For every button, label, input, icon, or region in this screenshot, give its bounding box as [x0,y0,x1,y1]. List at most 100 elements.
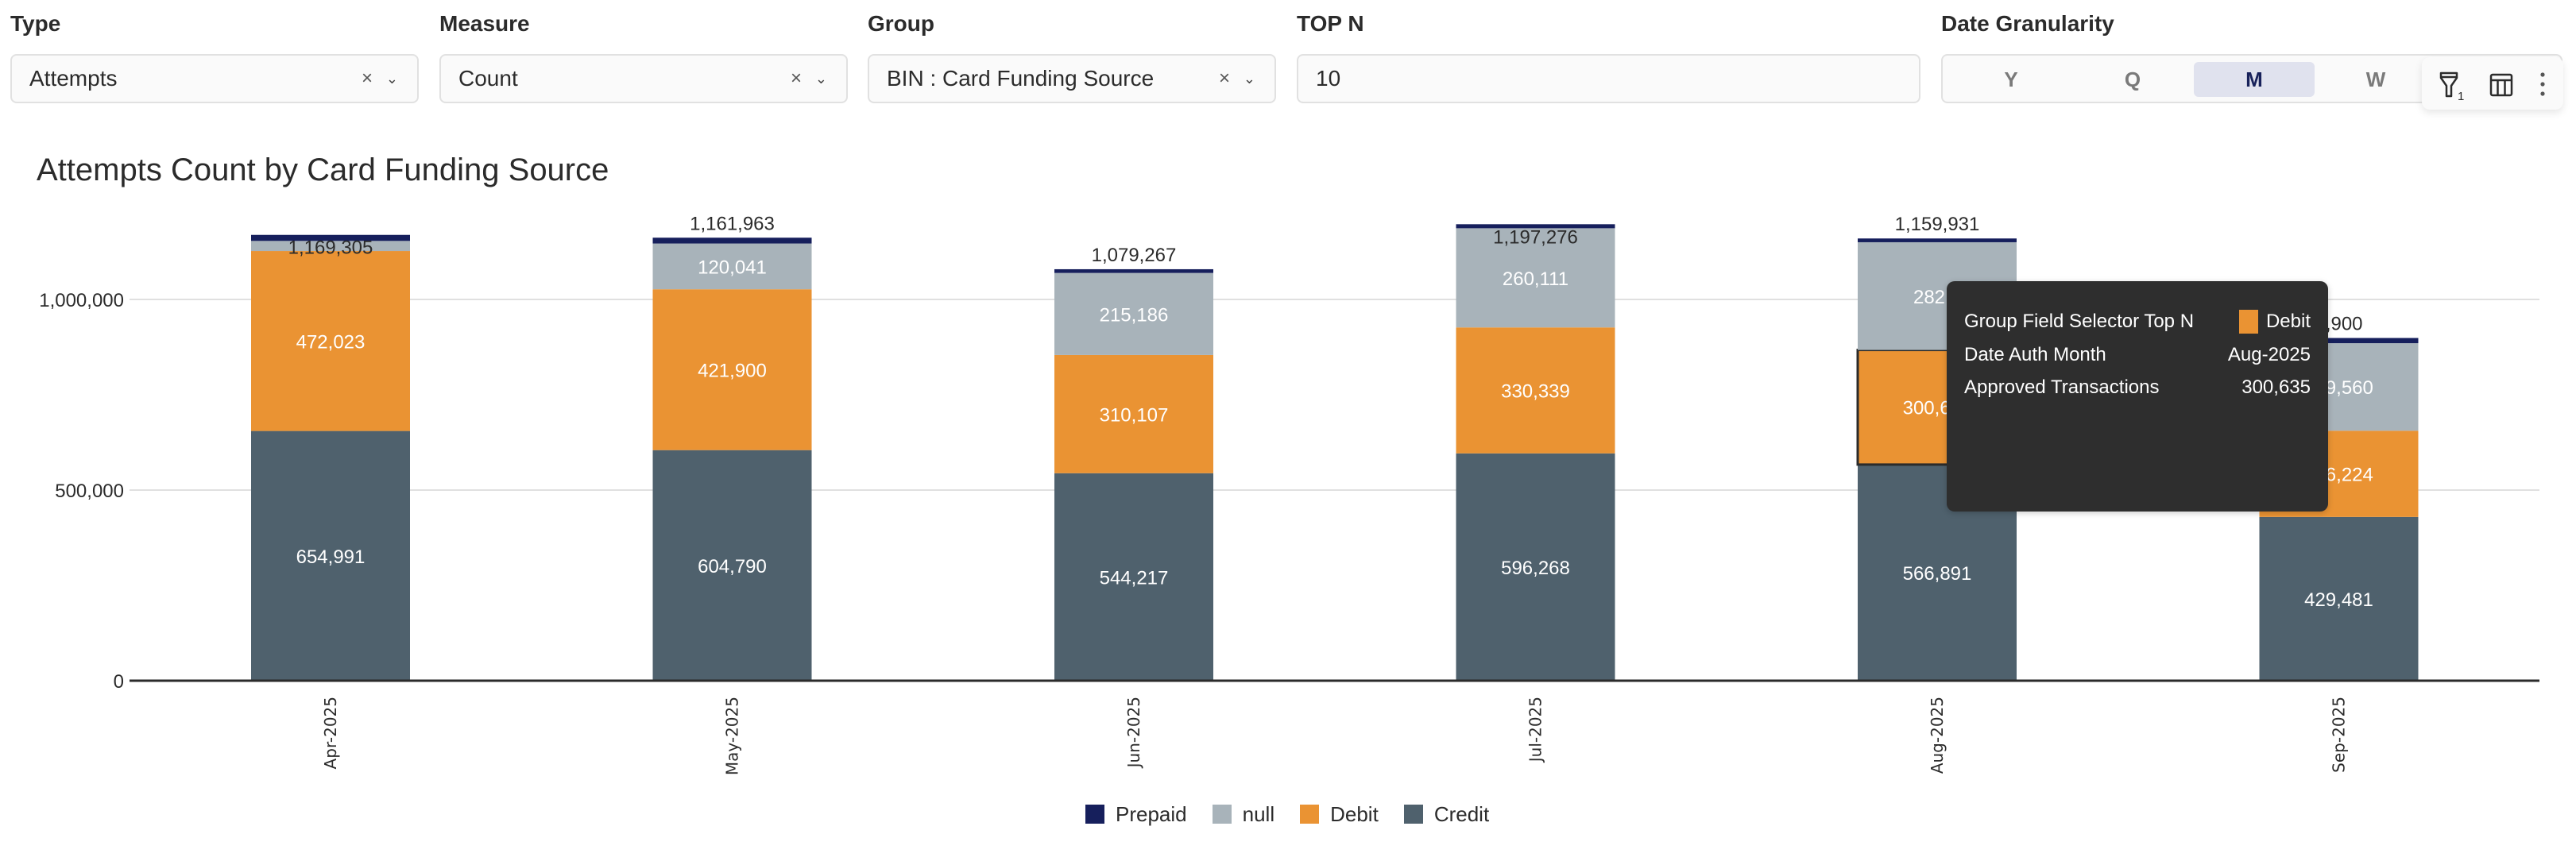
legend-label: Debit [1330,801,1379,826]
segment-value-label: 260,111 [1503,268,1568,290]
tooltip-value: Aug-2025 [2227,344,2311,365]
legend-swatch [1403,805,1423,824]
x-tick-label: May-2025 [723,697,742,775]
bar-segment-debit[interactable] [652,289,812,450]
bar-segment-credit[interactable] [251,430,410,681]
bar-segment-prepaid[interactable] [1456,224,1615,229]
bar-segment-debit[interactable] [1456,327,1615,454]
tooltip-row: Date Auth Month Aug-2025 [1964,342,2311,369]
y-tick-label: 0 [114,671,124,693]
legend-label: Credit [1433,801,1490,826]
y-tick-label: 500,000 [55,481,124,502]
tooltip-row: Group Field Selector Top N Debit [1964,308,2311,335]
more-vertical-icon [2540,72,2545,96]
y-tick-label: 1,000,000 [39,290,124,311]
legend-swatch [1212,805,1232,824]
filter-count-badge: 1 [2458,90,2464,103]
x-tick-label: Sep-2025 [2330,697,2349,773]
legend-item[interactable]: Prepaid [1085,802,1187,827]
chart-tooltip: Group Field Selector Top N Debit Date Au… [1947,281,2328,512]
segment-value-label: 120,041 [698,257,767,278]
bar-segment-null[interactable] [1054,272,1213,355]
measure-select[interactable]: Count × ⌄ [439,54,848,103]
type-select[interactable]: Attempts × ⌄ [10,54,419,103]
legend-swatch [1300,805,1320,824]
x-tick-label: Jun-2025 [1124,697,1143,769]
x-tick-label: Jul-2025 [1526,697,1545,763]
tooltip-row: Approved Transactions 300,635 [1964,374,2311,401]
topn-value: 10 [1316,66,1341,91]
clear-icon[interactable]: × [1218,68,1230,89]
segment-value-label: 330,339 [1501,381,1570,403]
chevron-down-icon[interactable]: ⌄ [814,71,827,87]
granularity-option-m[interactable]: M [2194,62,2315,97]
chart-legend: Prepaid null Debit Credit [1085,801,1514,828]
bar-segment-prepaid[interactable] [652,237,812,244]
segment-value-label: 544,217 [1100,567,1169,589]
total-value-label: 1,169,305 [288,237,373,259]
x-tick-label: Aug-2025 [1928,697,1947,774]
topn-input[interactable]: 10 [1297,54,1920,103]
group-label: Group [868,11,934,36]
tooltip-key: Date Auth Month [1964,344,2106,365]
type-value: Attempts [29,66,118,91]
chevron-down-icon[interactable]: ⌄ [385,71,398,87]
bar-segment-debit[interactable] [251,251,410,431]
granularity-option-q[interactable]: Q [2124,68,2141,91]
clear-icon[interactable]: × [361,68,373,89]
bar-segment-credit[interactable] [1054,473,1213,681]
bar-segment-null[interactable] [652,243,812,290]
measure-value: Count [458,66,518,91]
segment-value-label: 654,991 [296,546,366,568]
granularity-option-w[interactable]: W [2365,68,2386,91]
bar-segment-prepaid[interactable] [251,234,410,241]
legend-label: Prepaid [1116,801,1187,826]
total-value-label: 1,079,267 [1092,245,1177,266]
chart-toolbar: 1 [2422,57,2563,110]
filter-button[interactable]: 1 [2436,68,2468,103]
chevron-down-icon[interactable]: ⌄ [1243,71,1255,87]
segment-value-label: 472,023 [296,331,366,353]
tooltip-swatch [2238,310,2258,334]
x-tick-label: Apr-2025 [321,697,340,769]
legend-item[interactable]: null [1212,801,1275,827]
type-label: Type [10,11,61,36]
tooltip-key: Approved Transactions [1964,376,2160,398]
total-value-label: 1,159,931 [1895,214,1980,235]
filter-icon: 1 [2439,71,2464,103]
tooltip-key: Group Field Selector Top N [1964,311,2195,332]
granularity-label: Date Granularity [1941,11,2114,36]
segment-value-label: 566,891 [1903,563,1972,585]
bar-segment-null[interactable] [1456,228,1615,328]
stacked-bar-chart: 654,991 472,023 1,169,305 604,790 421,900 120… [39,213,2539,775]
bar-segment-prepaid[interactable] [1858,238,2017,242]
legend-item[interactable]: Credit [1403,801,1490,827]
segment-value-label: 215,186 [1100,304,1169,326]
bar-segment-credit[interactable] [652,450,812,681]
legend-swatch [1085,805,1104,824]
legend-item[interactable]: Debit [1300,802,1379,827]
bar-segment-credit[interactable] [2259,516,2419,681]
bar-segment-prepaid[interactable] [2259,338,2419,344]
bar-segment-credit[interactable] [1456,453,1615,681]
bar-segment-prepaid[interactable] [1054,268,1213,273]
legend-label: null [1242,801,1275,826]
bar-segment-debit[interactable] [1054,354,1213,473]
clear-icon[interactable]: × [790,68,802,89]
segment-value-label: 604,790 [698,556,767,577]
total-value-label: 1,197,276 [1493,226,1578,248]
table-view-button[interactable] [2485,68,2517,100]
table-icon [2489,73,2513,97]
tooltip-value: 300,635 [2241,376,2311,398]
bar-segment-null[interactable] [251,241,410,252]
segment-value-label: 421,900 [698,360,767,381]
chart-title: Attempts Count by Card Funding Source [37,153,609,187]
segment-value-label: 596,268 [1501,558,1570,579]
group-select[interactable]: BIN : Card Funding Source × ⌄ [868,54,1276,103]
more-options-button[interactable] [2527,68,2559,100]
granularity-option-y[interactable]: Y [2004,68,2018,91]
group-value: BIN : Card Funding Source [887,66,1155,91]
segment-value-label: 310,107 [1100,404,1169,426]
segment-value-label: 429,481 [2304,589,2373,611]
topn-label: TOP N [1297,11,1364,36]
